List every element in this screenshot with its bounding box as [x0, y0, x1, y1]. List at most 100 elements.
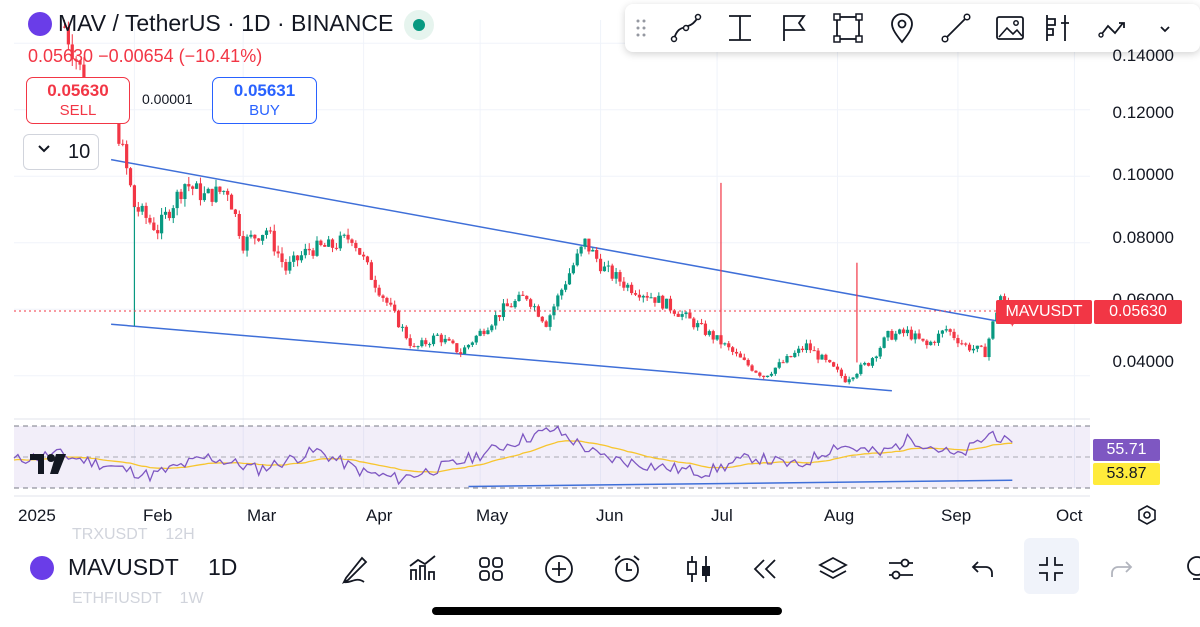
candle-body: [711, 331, 715, 340]
candle-body: [905, 329, 910, 334]
candle-body: [198, 183, 203, 201]
candle-body: [540, 316, 544, 322]
candle-body: [140, 205, 144, 212]
long-short-position-icon[interactable]: [1041, 11, 1075, 45]
rsi-oscillator[interactable]: [13, 425, 1090, 489]
candle-body: [148, 217, 152, 223]
settings-sliders-icon[interactable]: [884, 552, 918, 586]
trendlines[interactable]: [110, 158, 1001, 392]
alarm-clock-icon[interactable]: [610, 552, 644, 586]
candle-body: [552, 306, 556, 316]
add-circle-icon[interactable]: [542, 552, 576, 586]
candle-body: [82, 64, 86, 87]
candle-body: [121, 143, 125, 145]
candle-body: [330, 239, 335, 248]
candle-body: [633, 293, 638, 295]
candle-body: [731, 347, 735, 352]
drag-handle-icon[interactable]: [635, 18, 647, 38]
candle-body: [389, 302, 393, 305]
candle-body: [338, 235, 342, 249]
rectangle-icon[interactable]: [831, 11, 865, 45]
chevron-down-icon[interactable]: [1155, 11, 1175, 45]
candle-body: [696, 323, 700, 328]
layers-icon[interactable]: [816, 552, 850, 586]
candle-body: [295, 255, 300, 261]
image-icon[interactable]: [993, 11, 1027, 45]
candle-body: [396, 310, 401, 328]
candle-body: [715, 335, 719, 340]
undo-icon[interactable]: [966, 552, 1000, 586]
flag-icon[interactable]: [777, 11, 811, 45]
candle-body: [544, 321, 548, 327]
buy-button[interactable]: 0.05631 BUY: [212, 77, 317, 124]
candle-body: [152, 222, 156, 231]
candle-body: [369, 262, 373, 280]
trend-line-icon[interactable]: [939, 11, 973, 45]
candle-body: [645, 295, 649, 298]
candle-body: [319, 240, 323, 245]
candle-body: [257, 238, 261, 241]
market-status-icon[interactable]: [404, 10, 434, 40]
candle-body: [501, 303, 506, 318]
sell-button[interactable]: 0.05630 SELL: [26, 77, 130, 124]
axis-settings-icon[interactable]: [1136, 504, 1158, 526]
candle-body: [323, 244, 327, 247]
candle-body: [494, 315, 498, 326]
candle-body: [971, 348, 976, 351]
candle-body: [443, 338, 447, 343]
candles-icon[interactable]: [682, 552, 716, 586]
candle-body: [688, 312, 692, 319]
indicators-toggle[interactable]: 10: [23, 134, 99, 170]
time-axis-label: Jul: [711, 506, 733, 525]
candle-body: [233, 209, 238, 214]
text-cursor-icon[interactable]: [723, 11, 757, 45]
symbol-title[interactable]: MAV / TetherUS · 1D · BINANCE: [58, 10, 394, 36]
candle-body: [812, 350, 816, 352]
collapse-button[interactable]: [1024, 538, 1079, 594]
curve-icon[interactable]: [669, 11, 703, 45]
candle-body: [548, 315, 552, 327]
candle-body: [571, 265, 575, 274]
candle-body: [855, 373, 859, 378]
indicators-icon[interactable]: [406, 552, 440, 586]
candle-body: [191, 186, 195, 189]
candle-body: [183, 184, 187, 200]
candle-body: [598, 258, 603, 272]
trendline: [110, 158, 1001, 323]
candle-body: [350, 239, 354, 243]
candle-body: [575, 253, 579, 266]
symbol-selector[interactable]: MAVUSDT: [68, 554, 179, 580]
candle-body: [936, 333, 941, 343]
candle-body: [214, 186, 218, 202]
forecast-icon[interactable]: [1097, 11, 1131, 45]
home-indicator: [432, 607, 782, 615]
redo-icon[interactable]: [1104, 552, 1138, 586]
bottom-toolbar: TRXUSDT 12H MAVUSDT 1D ETHFIUSDT 1W: [0, 526, 1200, 607]
chevron-down-icon: [36, 141, 52, 162]
price-change: 0.05630 −0.00654 (−10.41%): [28, 46, 263, 66]
candle-body: [773, 367, 777, 374]
candle-body: [381, 295, 385, 298]
time-axis-label: May: [476, 506, 509, 525]
pencil-icon[interactable]: [338, 552, 372, 586]
candle-body: [536, 306, 541, 317]
candle-body: [758, 372, 762, 376]
grid-icon[interactable]: [474, 552, 508, 586]
location-pin-icon[interactable]: [885, 11, 919, 45]
candle-body: [925, 340, 929, 346]
candle-body: [894, 333, 898, 340]
candle-body: [754, 370, 758, 373]
more-icon[interactable]: [1180, 552, 1200, 586]
candle-body: [451, 340, 455, 344]
candle-body: [579, 246, 583, 254]
replay-icon[interactable]: [748, 552, 782, 586]
interval-selector[interactable]: 1D: [208, 554, 238, 580]
candle-body: [249, 234, 253, 237]
candle-body: [447, 338, 451, 341]
candle-body: [210, 188, 214, 202]
candle-body: [517, 294, 521, 302]
candle-body: [703, 323, 708, 335]
candle-body: [983, 346, 987, 358]
ghost-symbol-text: TRXUSDT: [72, 526, 148, 543]
